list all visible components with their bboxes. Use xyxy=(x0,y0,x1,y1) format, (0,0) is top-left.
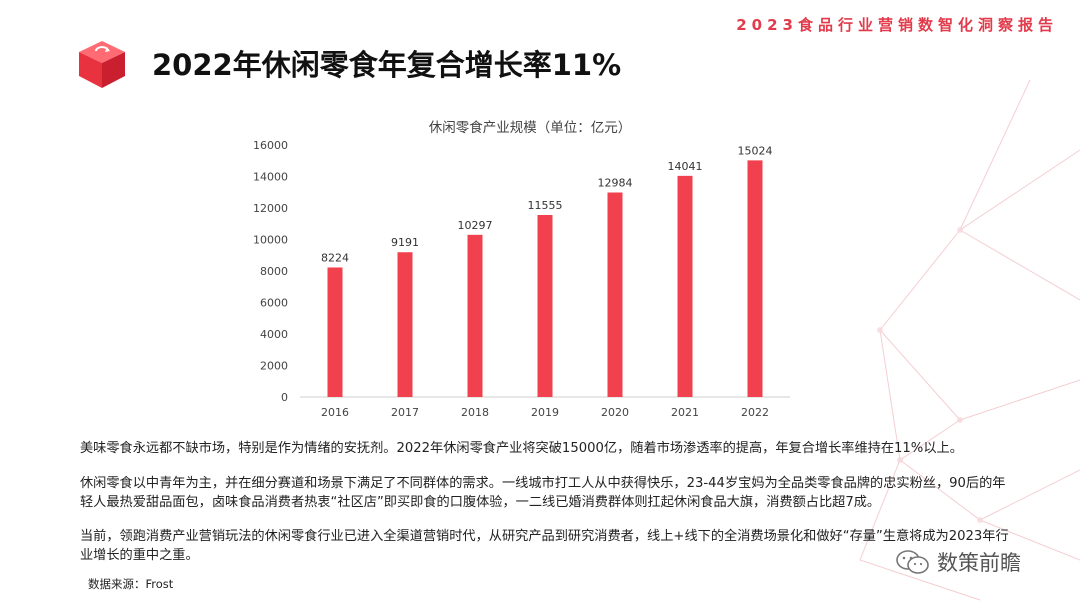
y-tick-label: 2000 xyxy=(260,360,288,373)
paragraph-consumers: 休闲零食以中青年为主，并在细分赛道和场景下满足了不同群体的需求。一线城市打工人从… xyxy=(80,476,1006,510)
y-tick-label: 16000 xyxy=(253,139,288,152)
bar-2019 xyxy=(537,215,553,397)
bar-value-label: 8224 xyxy=(321,251,349,264)
x-tick-label: 2021 xyxy=(671,406,699,419)
refresh-cube-icon xyxy=(79,41,125,88)
page-title: 2022年休闲零食年复合增长率11% xyxy=(152,48,622,82)
x-tick-label: 2016 xyxy=(321,406,349,419)
bar-chart: 休闲零食产业规模（单位：亿元） 0 2000 4000 6000 8000 10000 12… xyxy=(253,119,790,419)
bar-2022 xyxy=(747,160,763,397)
wechat-icon xyxy=(896,550,929,574)
bar-value-label: 9191 xyxy=(391,236,419,249)
y-tick-label: 10000 xyxy=(253,234,288,247)
x-tick-label: 2022 xyxy=(741,406,769,419)
bar-2021 xyxy=(677,175,693,397)
x-tick-label: 2018 xyxy=(461,406,489,419)
paragraph-outlook: 当前，领跑消费产业营销玩法的休闲零食行业已进入全渠道营销时代，从研究产品到研究消… xyxy=(80,529,1009,563)
chart-title: 休闲零食产业规模（单位：亿元） xyxy=(429,119,632,136)
data-source: 数据来源：Frost xyxy=(88,577,174,591)
bar-2018 xyxy=(467,234,483,397)
bar-value-label: 12984 xyxy=(598,177,633,190)
bar-2017 xyxy=(397,252,413,397)
y-tick-label: 6000 xyxy=(260,297,288,310)
bar-2020 xyxy=(607,192,623,397)
y-tick-label: 14000 xyxy=(253,171,288,184)
y-tick-label: 0 xyxy=(281,391,288,404)
report-tag: 2023食品行业营销数智化洞察报告 xyxy=(736,16,1058,34)
y-tick-label: 12000 xyxy=(253,202,288,215)
x-tick-label: 2017 xyxy=(391,406,419,419)
bar-value-label: 10297 xyxy=(458,219,493,232)
bar-value-label: 14041 xyxy=(668,160,703,173)
y-tick-label: 4000 xyxy=(260,328,288,341)
bar-2016 xyxy=(327,267,343,397)
watermark-text: 数策前瞻 xyxy=(937,551,1021,575)
watermark: 数策前瞻 xyxy=(895,547,1021,577)
paragraph-market: 美味零食永远都不缺市场，特别是作为情绪的安抚剂。2022年休闲零食产业将突破15… xyxy=(80,441,963,456)
x-tick-label: 2019 xyxy=(531,406,559,419)
x-tick-label: 2020 xyxy=(601,406,629,419)
bar-value-label: 11555 xyxy=(528,199,563,212)
y-tick-label: 8000 xyxy=(260,265,288,278)
bar-value-label: 15024 xyxy=(738,144,773,157)
